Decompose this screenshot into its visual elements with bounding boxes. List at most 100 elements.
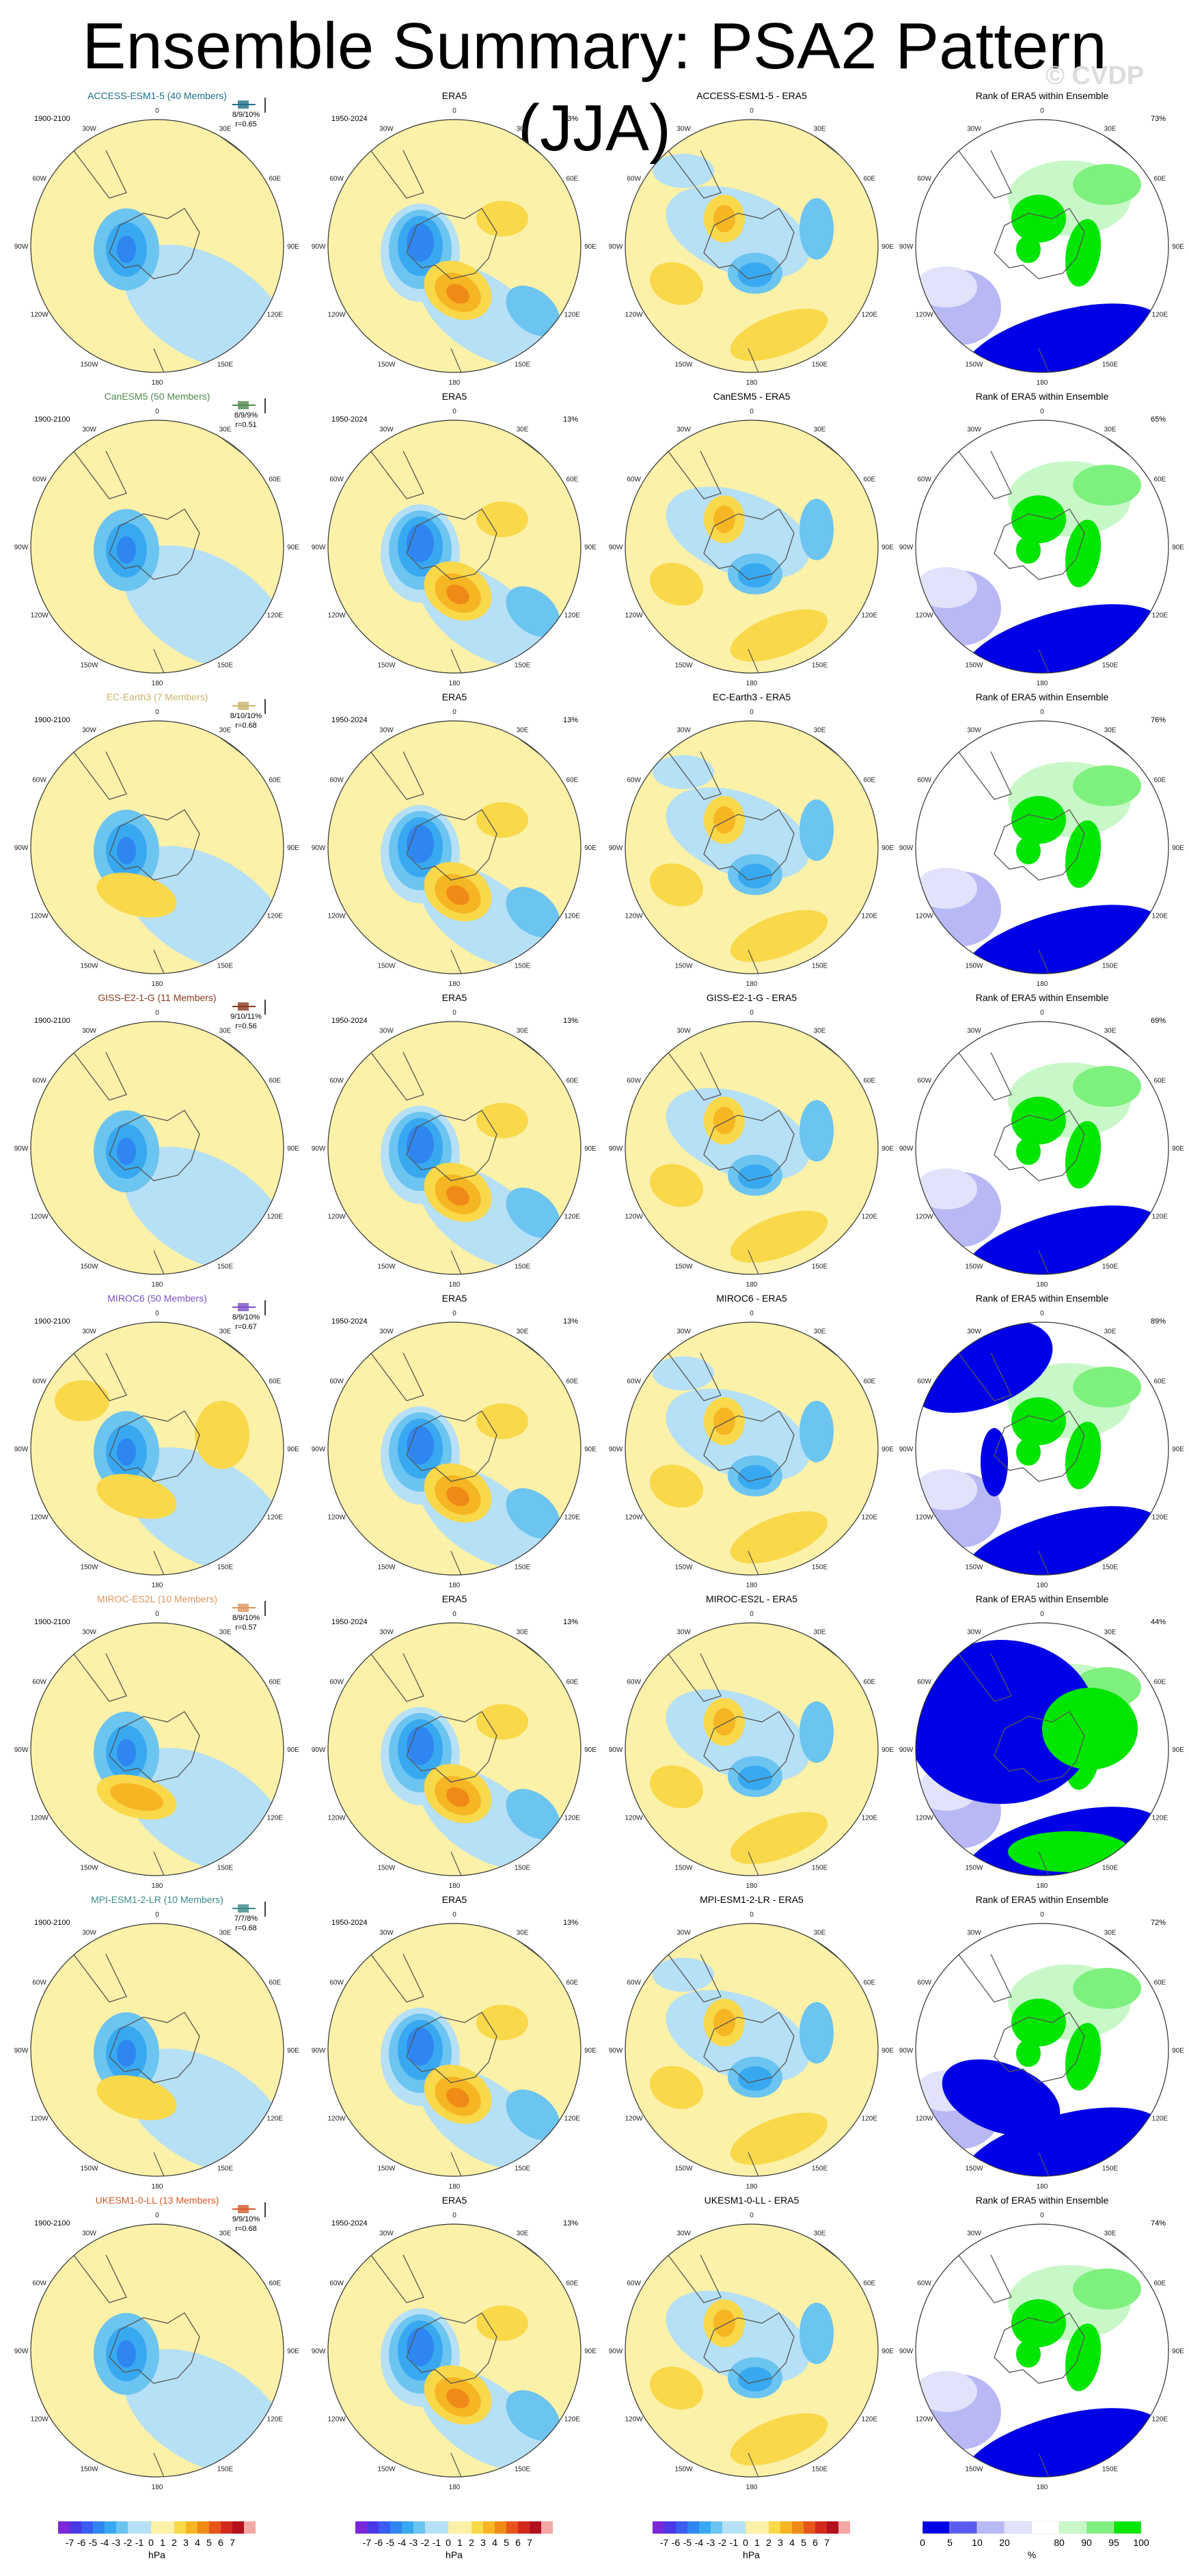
boxplot-box [238, 1002, 249, 1011]
diff-map [625, 1022, 878, 1274]
longitude-label: 90E [287, 2348, 299, 2355]
colorbar-tick-label: -7 [66, 2537, 74, 2548]
colorbar-tick-label: -1 [730, 2537, 739, 2548]
longitude-label: 150W [965, 1563, 983, 1571]
longitude-label: 180 [1037, 680, 1048, 687]
longitude-label: 90W [609, 544, 623, 551]
diff-title: EC-Earth3 - ERA5 [713, 691, 791, 702]
longitude-label: 30E [517, 1930, 529, 1937]
antarctica-coastline [406, 1410, 497, 1482]
colorbar-tick-label: -4 [695, 2537, 704, 2548]
contour-blob [1016, 2340, 1041, 2368]
diff-title: MPI-ESM1-2-LR - ERA5 [700, 1894, 804, 1905]
ensemble-boxplot [232, 1601, 266, 1616]
longitude-label: 90W [899, 845, 914, 852]
map-frame [625, 1021, 879, 1275]
colorbar-swatch [93, 2521, 105, 2534]
longitude-label: 120W [625, 913, 644, 920]
rank-pct: 69% [1151, 1017, 1166, 1025]
colorbar-tick-label: -6 [77, 2537, 86, 2548]
obs-period: 1950-2024 [331, 1618, 368, 1626]
contour-blob [476, 802, 528, 838]
diff-map [625, 721, 878, 974]
longitude-label: 120E [1152, 1815, 1168, 1822]
south-america-coastline [662, 2247, 722, 2303]
rank-pct: 65% [1151, 415, 1166, 424]
longitude-label: 0 [750, 709, 754, 716]
model-period: 1900-2100 [34, 415, 70, 424]
obs-period: 1950-2024 [331, 1317, 368, 1326]
longitude-label: 30E [1104, 1328, 1117, 1336]
longitude-label: 30W [379, 1629, 394, 1636]
longitude-label: 30W [676, 2230, 691, 2238]
new-zealand-coastline [153, 949, 165, 974]
rank-map [916, 420, 1168, 673]
longitude-label: 60W [32, 1378, 46, 1386]
longitude-label: 120W [31, 2416, 49, 2424]
longitude-label: 30W [379, 1930, 394, 1937]
south-america-coastline [68, 2247, 127, 2303]
longitude-label: 180 [746, 379, 758, 387]
colorbar-tick-label: 7 [527, 2537, 532, 2548]
longitude-label: 30W [379, 126, 394, 133]
antarctica-coastline [994, 2012, 1085, 2083]
longitude-label: 30W [676, 1328, 691, 1336]
obs-title: ERA5 [442, 391, 467, 402]
longitude-label: 150E [812, 1563, 828, 1571]
longitude-label: 0 [452, 1611, 456, 1618]
model-map [31, 721, 284, 974]
longitude-label: 120E [564, 1815, 581, 1822]
longitude-label: 90W [312, 2047, 326, 2055]
boxplot-box [238, 100, 249, 109]
pattern-corr: r=0.67 [235, 1323, 257, 1331]
longitude-label: 60W [627, 1679, 641, 1686]
longitude-label: 30W [967, 727, 981, 735]
longitude-label: 90E [584, 243, 597, 251]
contour-blob [650, 562, 703, 606]
colorbar-tick-label: -1 [433, 2537, 441, 2548]
contour-blob [1011, 495, 1066, 543]
longitude-label: 150E [515, 2165, 531, 2172]
longitude-label: 60W [329, 476, 344, 484]
south-america-coastline [365, 2247, 424, 2303]
longitude-label: 60W [329, 1679, 344, 1686]
longitude-label: 90W [14, 1145, 29, 1153]
new-zealand-coastline [450, 2152, 462, 2176]
contour-blob [738, 563, 772, 588]
obs-period: 1950-2024 [331, 415, 368, 424]
longitude-label: 60E [863, 476, 875, 484]
contour-blob [407, 1426, 434, 1464]
longitude-label: 60W [917, 2280, 931, 2288]
longitude-label: 0 [750, 1310, 754, 1317]
colorbar-tick-label: 6 [812, 2537, 818, 2548]
colorbar-swatch [186, 2521, 197, 2534]
obs-variance-pct: 13% [563, 1618, 578, 1626]
longitude-label: 30W [379, 426, 394, 434]
ensemble-boxplot [232, 699, 266, 714]
longitude-label: 60E [863, 1078, 875, 1085]
longitude-label: 90W [14, 1746, 29, 1754]
colorbar-swatch [174, 2521, 186, 2534]
colorbar-swatch [722, 2521, 734, 2534]
longitude-label: 150E [1102, 361, 1119, 368]
south-america-coastline [662, 443, 722, 499]
obs-title: ERA5 [442, 1593, 467, 1604]
longitude-label: 30W [379, 1028, 394, 1035]
colorbar-swatch [58, 2521, 70, 2534]
longitude-label: 150E [217, 1864, 234, 1872]
new-zealand-coastline [1038, 2452, 1050, 2477]
model-map [31, 1022, 284, 1274]
longitude-label: 150E [217, 661, 234, 669]
longitude-label: 120E [862, 2416, 878, 2424]
longitude-label: 60E [1153, 1078, 1166, 1085]
map-frame [30, 1622, 284, 1876]
ensemble-boxplot [232, 1902, 266, 1917]
contour-blob [738, 262, 772, 287]
colorbar-swatch [197, 2521, 209, 2534]
longitude-label: 120W [916, 1214, 934, 1221]
contour-blob [407, 1125, 434, 1164]
model-map [31, 1623, 284, 1876]
colorbar-swatch [541, 2521, 553, 2534]
antarctica-coastline [994, 1711, 1085, 1783]
longitude-label: 30W [967, 1028, 981, 1035]
